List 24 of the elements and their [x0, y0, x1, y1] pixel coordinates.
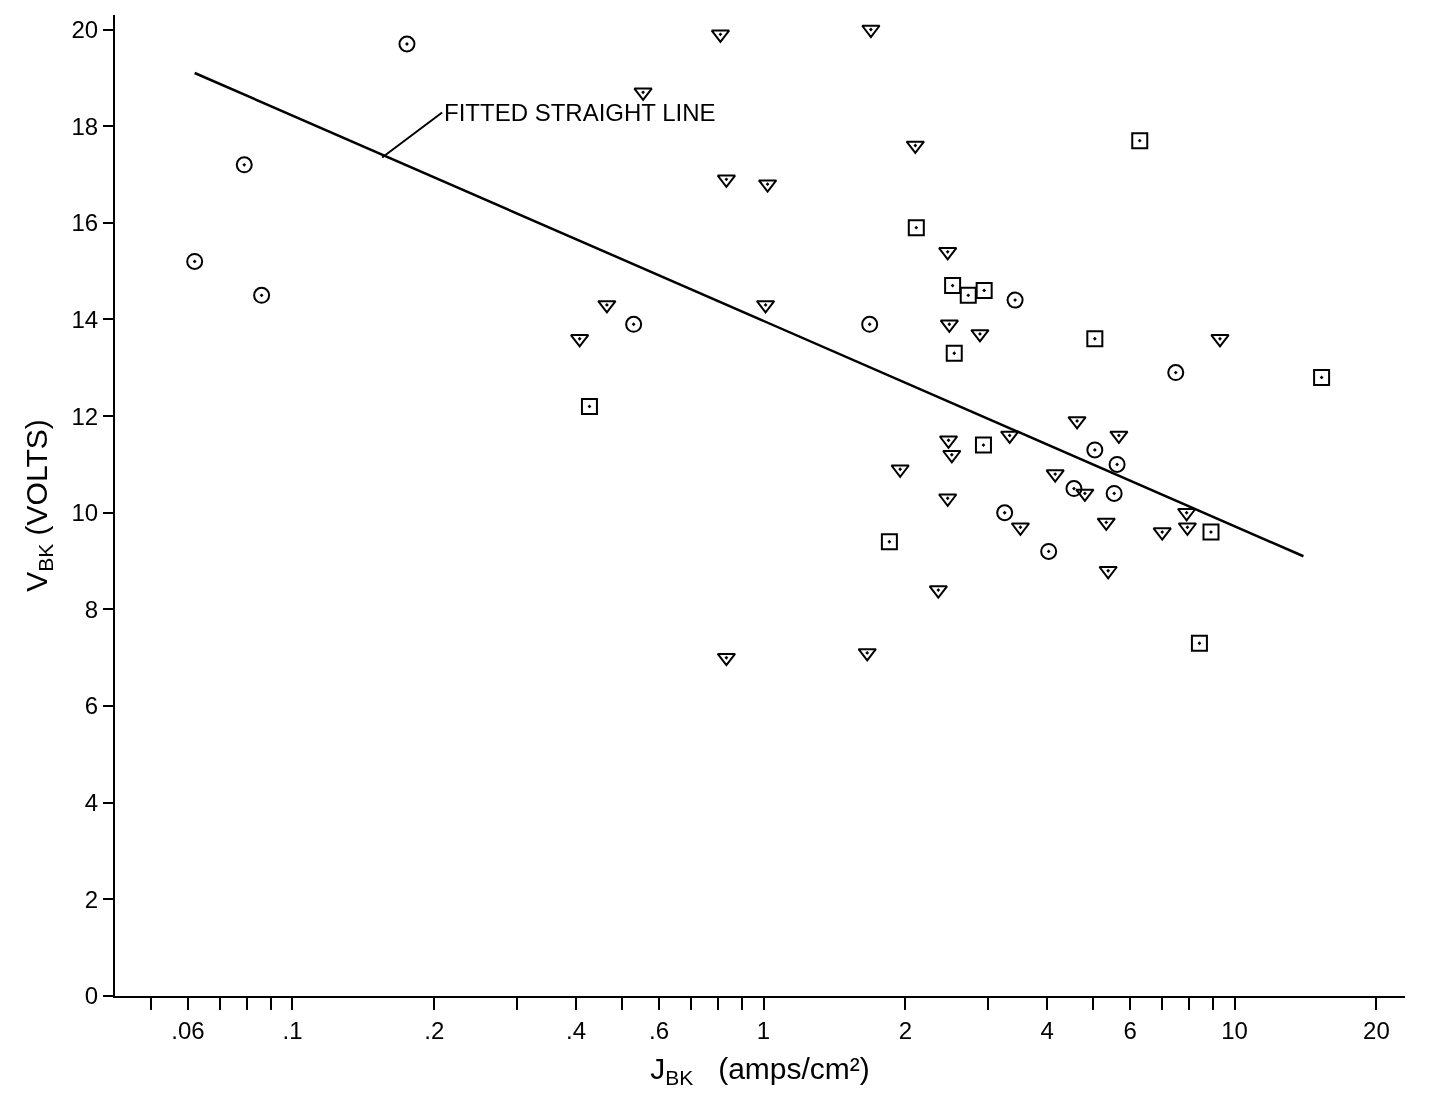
y-tick-label: 0	[84, 982, 99, 1010]
y-tick-label: 2	[84, 885, 99, 913]
x-tick-label: .2	[424, 1016, 445, 1044]
y-tick-label: 10	[71, 499, 99, 527]
x-tick-label: 20	[1363, 1016, 1390, 1044]
y-tick-label: 6	[84, 692, 99, 720]
y-tick-label: 20	[71, 15, 99, 43]
x-axis-title: J$_{BK}$ (amps/cm²)	[650, 1051, 870, 1090]
x-tick-label: .4	[566, 1016, 587, 1044]
y-tick-label: 14	[71, 305, 99, 333]
x-tick-label: .6	[649, 1016, 670, 1044]
y-tick-label: 16	[71, 209, 99, 237]
y-tick-label: 4	[84, 789, 99, 817]
y-tick-label: 8	[84, 595, 99, 623]
annotation: FITTED STRAIGHT LINE	[444, 99, 716, 126]
x-tick-label: 6	[1123, 1016, 1137, 1044]
x-tick-label: .06	[171, 1016, 205, 1044]
x-tick-label: 1	[756, 1016, 771, 1044]
x-tick-label: 10	[1221, 1016, 1248, 1044]
x-tick-label: .1	[282, 1016, 303, 1044]
y-tick-label: 12	[71, 402, 99, 430]
x-tick-label: 4	[1040, 1016, 1054, 1044]
y-tick-label: 18	[71, 112, 99, 140]
x-tick-label: 2	[898, 1016, 913, 1044]
